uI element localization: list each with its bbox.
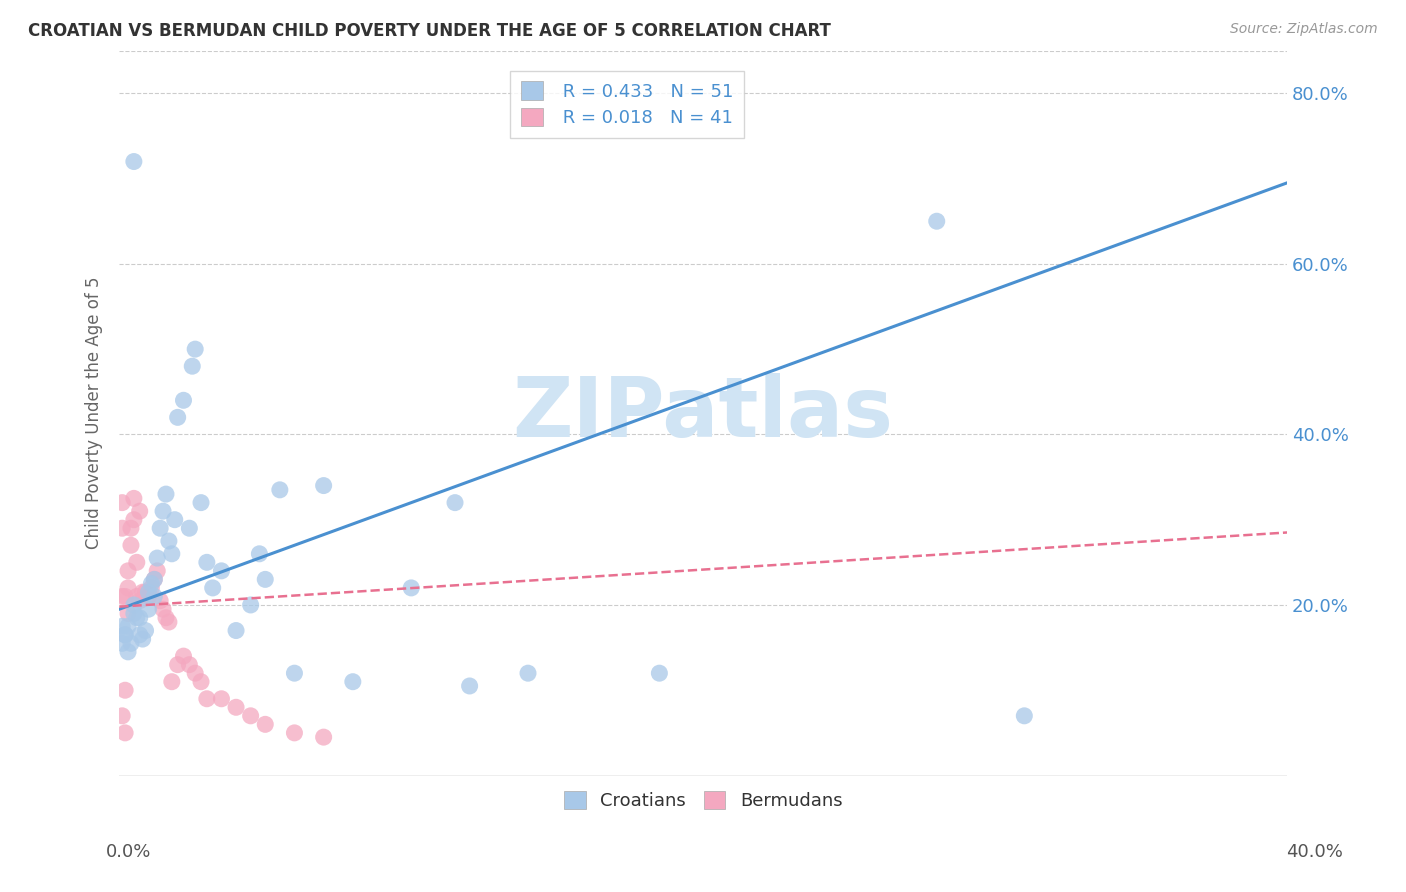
Point	[117, 564, 139, 578]
Point	[117, 607, 139, 621]
Point	[184, 342, 207, 356]
Point	[173, 393, 195, 408]
Point	[249, 547, 271, 561]
Point	[117, 645, 139, 659]
Text: CROATIAN VS BERMUDAN CHILD POVERTY UNDER THE AGE OF 5 CORRELATION CHART: CROATIAN VS BERMUDAN CHILD POVERTY UNDER…	[28, 22, 831, 40]
Point	[269, 483, 291, 497]
Point	[312, 478, 335, 492]
Point	[128, 611, 150, 625]
Point	[239, 598, 262, 612]
Point	[128, 628, 150, 642]
Point	[143, 573, 166, 587]
Point	[157, 615, 180, 629]
Point	[190, 495, 212, 509]
Point	[117, 581, 139, 595]
Point	[143, 573, 166, 587]
Point	[114, 628, 136, 642]
Point	[122, 154, 145, 169]
Point	[149, 593, 172, 607]
Point	[155, 611, 177, 625]
Point	[166, 657, 188, 672]
Point	[120, 521, 142, 535]
Point	[111, 495, 134, 509]
Point	[138, 602, 160, 616]
Point	[138, 585, 160, 599]
Point	[283, 666, 305, 681]
Point	[179, 521, 201, 535]
Point	[146, 564, 169, 578]
Point	[283, 726, 305, 740]
Point	[125, 611, 148, 625]
Point	[1014, 708, 1036, 723]
Point	[648, 666, 671, 681]
Point	[152, 504, 174, 518]
Point	[125, 555, 148, 569]
Point	[120, 538, 142, 552]
Point	[166, 410, 188, 425]
Point	[128, 504, 150, 518]
Point	[114, 683, 136, 698]
Point	[179, 657, 201, 672]
Point	[201, 581, 224, 595]
Point	[184, 666, 207, 681]
Point	[122, 513, 145, 527]
Point	[925, 214, 948, 228]
Point	[190, 674, 212, 689]
Point	[122, 491, 145, 506]
Point	[131, 632, 153, 646]
Point	[111, 708, 134, 723]
Point	[135, 624, 157, 638]
Y-axis label: Child Poverty Under the Age of 5: Child Poverty Under the Age of 5	[86, 277, 103, 549]
Point	[157, 534, 180, 549]
Text: Source: ZipAtlas.com: Source: ZipAtlas.com	[1230, 22, 1378, 37]
Point	[120, 636, 142, 650]
Point	[138, 590, 160, 604]
Point	[117, 619, 139, 633]
Point	[239, 708, 262, 723]
Point	[458, 679, 481, 693]
Point	[149, 521, 172, 535]
Point	[141, 576, 163, 591]
Point	[114, 590, 136, 604]
Point	[342, 674, 364, 689]
Point	[152, 602, 174, 616]
Text: ZIPatlas: ZIPatlas	[513, 373, 894, 454]
Point	[111, 636, 134, 650]
Point	[173, 649, 195, 664]
Text: 0.0%: 0.0%	[105, 843, 150, 861]
Point	[211, 691, 233, 706]
Point	[195, 555, 218, 569]
Point	[128, 593, 150, 607]
Point	[143, 590, 166, 604]
Point	[125, 590, 148, 604]
Point	[114, 628, 136, 642]
Point	[163, 513, 186, 527]
Point	[135, 585, 157, 599]
Point	[254, 573, 277, 587]
Point	[131, 585, 153, 599]
Point	[517, 666, 540, 681]
Point	[141, 581, 163, 595]
Point	[312, 730, 335, 744]
Point	[111, 619, 134, 633]
Point	[111, 521, 134, 535]
Point	[122, 598, 145, 612]
Point	[195, 691, 218, 706]
Point	[160, 674, 183, 689]
Point	[122, 607, 145, 621]
Point	[225, 624, 247, 638]
Point	[211, 564, 233, 578]
Point	[399, 581, 422, 595]
Text: 40.0%: 40.0%	[1286, 843, 1343, 861]
Point	[146, 551, 169, 566]
Legend: Croatians, Bermudans: Croatians, Bermudans	[557, 783, 849, 817]
Point	[160, 547, 183, 561]
Point	[444, 495, 467, 509]
Point	[111, 590, 134, 604]
Point	[114, 726, 136, 740]
Point	[155, 487, 177, 501]
Point	[181, 359, 204, 374]
Point	[225, 700, 247, 714]
Point	[254, 717, 277, 731]
